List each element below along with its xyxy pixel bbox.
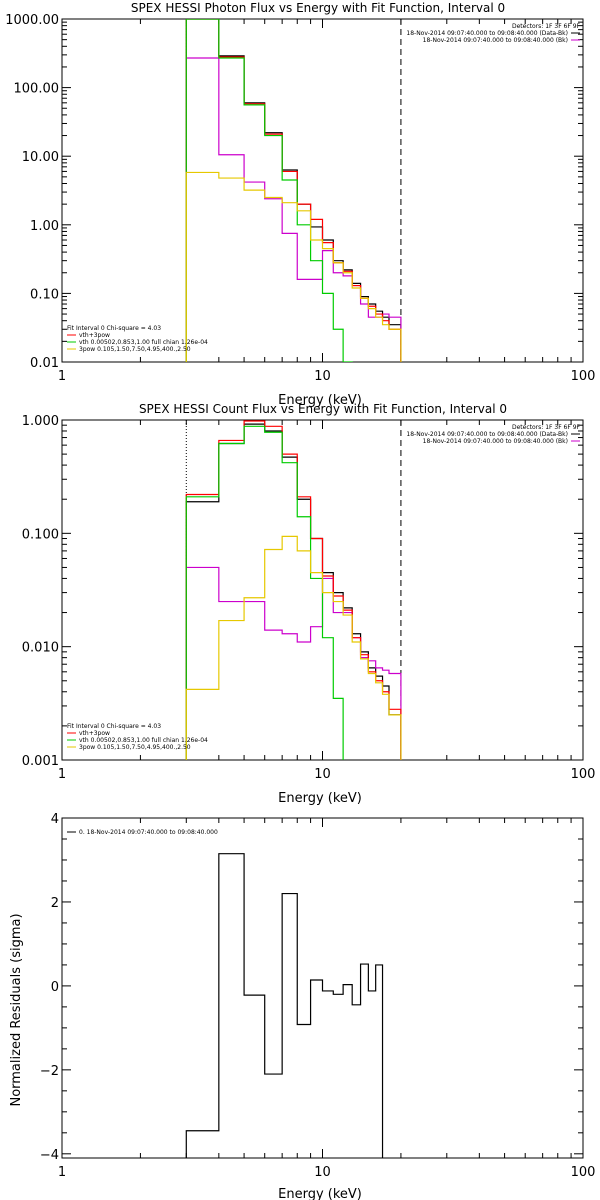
photon-flux-xlabel: Energy (keV) [278, 393, 362, 408]
count-flux-panel: SPEX HESSI Count Flux vs Energy with Fit… [22, 402, 596, 806]
x-tick-label: 10 [314, 369, 331, 384]
series-line-3pow [185, 535, 402, 760]
photon-flux-title: SPEX HESSI Photon Flux vs Energy with Fi… [131, 1, 505, 15]
count-flux-xlabel: Energy (keV) [278, 791, 362, 806]
x-tick-label: 1 [58, 369, 66, 384]
x-tick-label: 1 [58, 767, 66, 782]
residuals-plot-area: 1 10 100 4 2 0 −2 −4 0. 18-Nov-2014 09:07:40.000… [40, 812, 596, 1180]
x-tick-label: 1 [58, 1165, 66, 1180]
plot-frame [61, 18, 584, 363]
legend-header: Detectors: 1F 3F 6F 9F [512, 23, 581, 30]
legend-entry: 3pow 0.105,1.50,7.50,4.95,400.,2.50 [79, 744, 191, 751]
series-line-3pow [185, 171, 402, 362]
count-flux-title: SPEX HESSI Count Flux vs Energy with Fit… [139, 402, 507, 416]
legend-entry: 18-Nov-2014 09:07:40.000 to 09:08:40.000… [423, 438, 568, 445]
series-line-bk [185, 566, 402, 760]
residuals-xlabel: Energy (keV) [278, 1187, 362, 1200]
photon-flux-panel: SPEX HESSI Photon Flux vs Energy with Fi… [5, 1, 595, 408]
legend-entry: vth 0.00502,0.853,1.00 full chian 1.26e-… [79, 737, 208, 744]
legend-entry: 18-Nov-2014 09:07:40.000 to 09:08:40.000… [406, 431, 568, 438]
x-tick-label: 100 [571, 1165, 596, 1180]
y-tick-label: 0.01 [30, 356, 59, 371]
y-tick-label: 10.00 [22, 150, 59, 165]
x-tick-label: 10 [314, 1165, 331, 1180]
series-line-vth [185, 425, 344, 760]
legend-entry: vth 0.00502,0.853,1.00 full chian 1.26e-… [79, 339, 208, 346]
series-line-vth-3pow [185, 420, 402, 760]
y-tick-label: 1000.00 [5, 13, 59, 28]
residuals-panel: Energy (keV) Normalized Residuals (sigma… [9, 812, 595, 1200]
series-group [185, 420, 402, 760]
y-tick-label: 0.10 [30, 287, 59, 302]
x-tick-label: 100 [571, 369, 596, 384]
series-line-bk [185, 57, 402, 362]
legend-entry: vth+3pow [79, 730, 110, 737]
y-tick-label: 1.000 [22, 414, 59, 429]
legend-fit-header: Fit Interval 0 Chi-square = 4.03 [67, 723, 161, 730]
series-line-data-bk [185, 19, 402, 362]
count-flux-plot-area: 1 10 100 0.001 0.010 0.100 1.000 Detectors: 1F … [22, 414, 596, 782]
legend-entry: 18-Nov-2014 09:07:40.000 to 09:08:40.000… [406, 30, 568, 37]
series-line-vth-3pow [185, 19, 402, 362]
legend-fit-header: Fit Interval 0 Chi-square = 4.03 [67, 325, 161, 332]
y-tick-label: 100.00 [14, 82, 60, 97]
series-line-vth [185, 19, 353, 362]
legend-entry: 0. 18-Nov-2014 09:07:40.000 to 09:08:40.… [79, 829, 218, 836]
x-tick-label: 100 [571, 767, 596, 782]
y-tick-label: 0 [51, 980, 59, 995]
photon-flux-plot-area: 1 10 100 0.01 0.10 1.00 10.00 100.00 1000.00 Dete… [5, 13, 596, 384]
y-tick-label: 0.001 [22, 754, 59, 769]
legend-header: Detectors: 1F 3F 6F 9F [512, 424, 581, 431]
y-tick-label: 4 [51, 812, 59, 827]
y-tick-label: 0.100 [22, 527, 59, 542]
y-tick-label: −2 [40, 1064, 59, 1079]
y-tick-label: 2 [51, 896, 59, 911]
legend-entry: 18-Nov-2014 09:07:40.000 to 09:08:40.000… [423, 37, 568, 44]
series-group [185, 853, 384, 1158]
series-line-data-bk [185, 423, 402, 760]
y-tick-label: −4 [40, 1148, 59, 1163]
legend-entry: vth+3pow [79, 332, 110, 339]
series-group [185, 19, 402, 362]
legend-entry: 3pow 0.105,1.50,7.50,4.95,400.,2.50 [79, 346, 191, 353]
y-tick-label: 1.00 [30, 219, 59, 234]
residuals-ylabel: Normalized Residuals (sigma) [9, 913, 24, 1106]
y-tick-label: 0.010 [22, 641, 59, 656]
x-tick-label: 10 [314, 767, 331, 782]
series-line-0-18-nov-2014-09-07-40-000-to-09-08-40-000 [185, 853, 384, 1158]
